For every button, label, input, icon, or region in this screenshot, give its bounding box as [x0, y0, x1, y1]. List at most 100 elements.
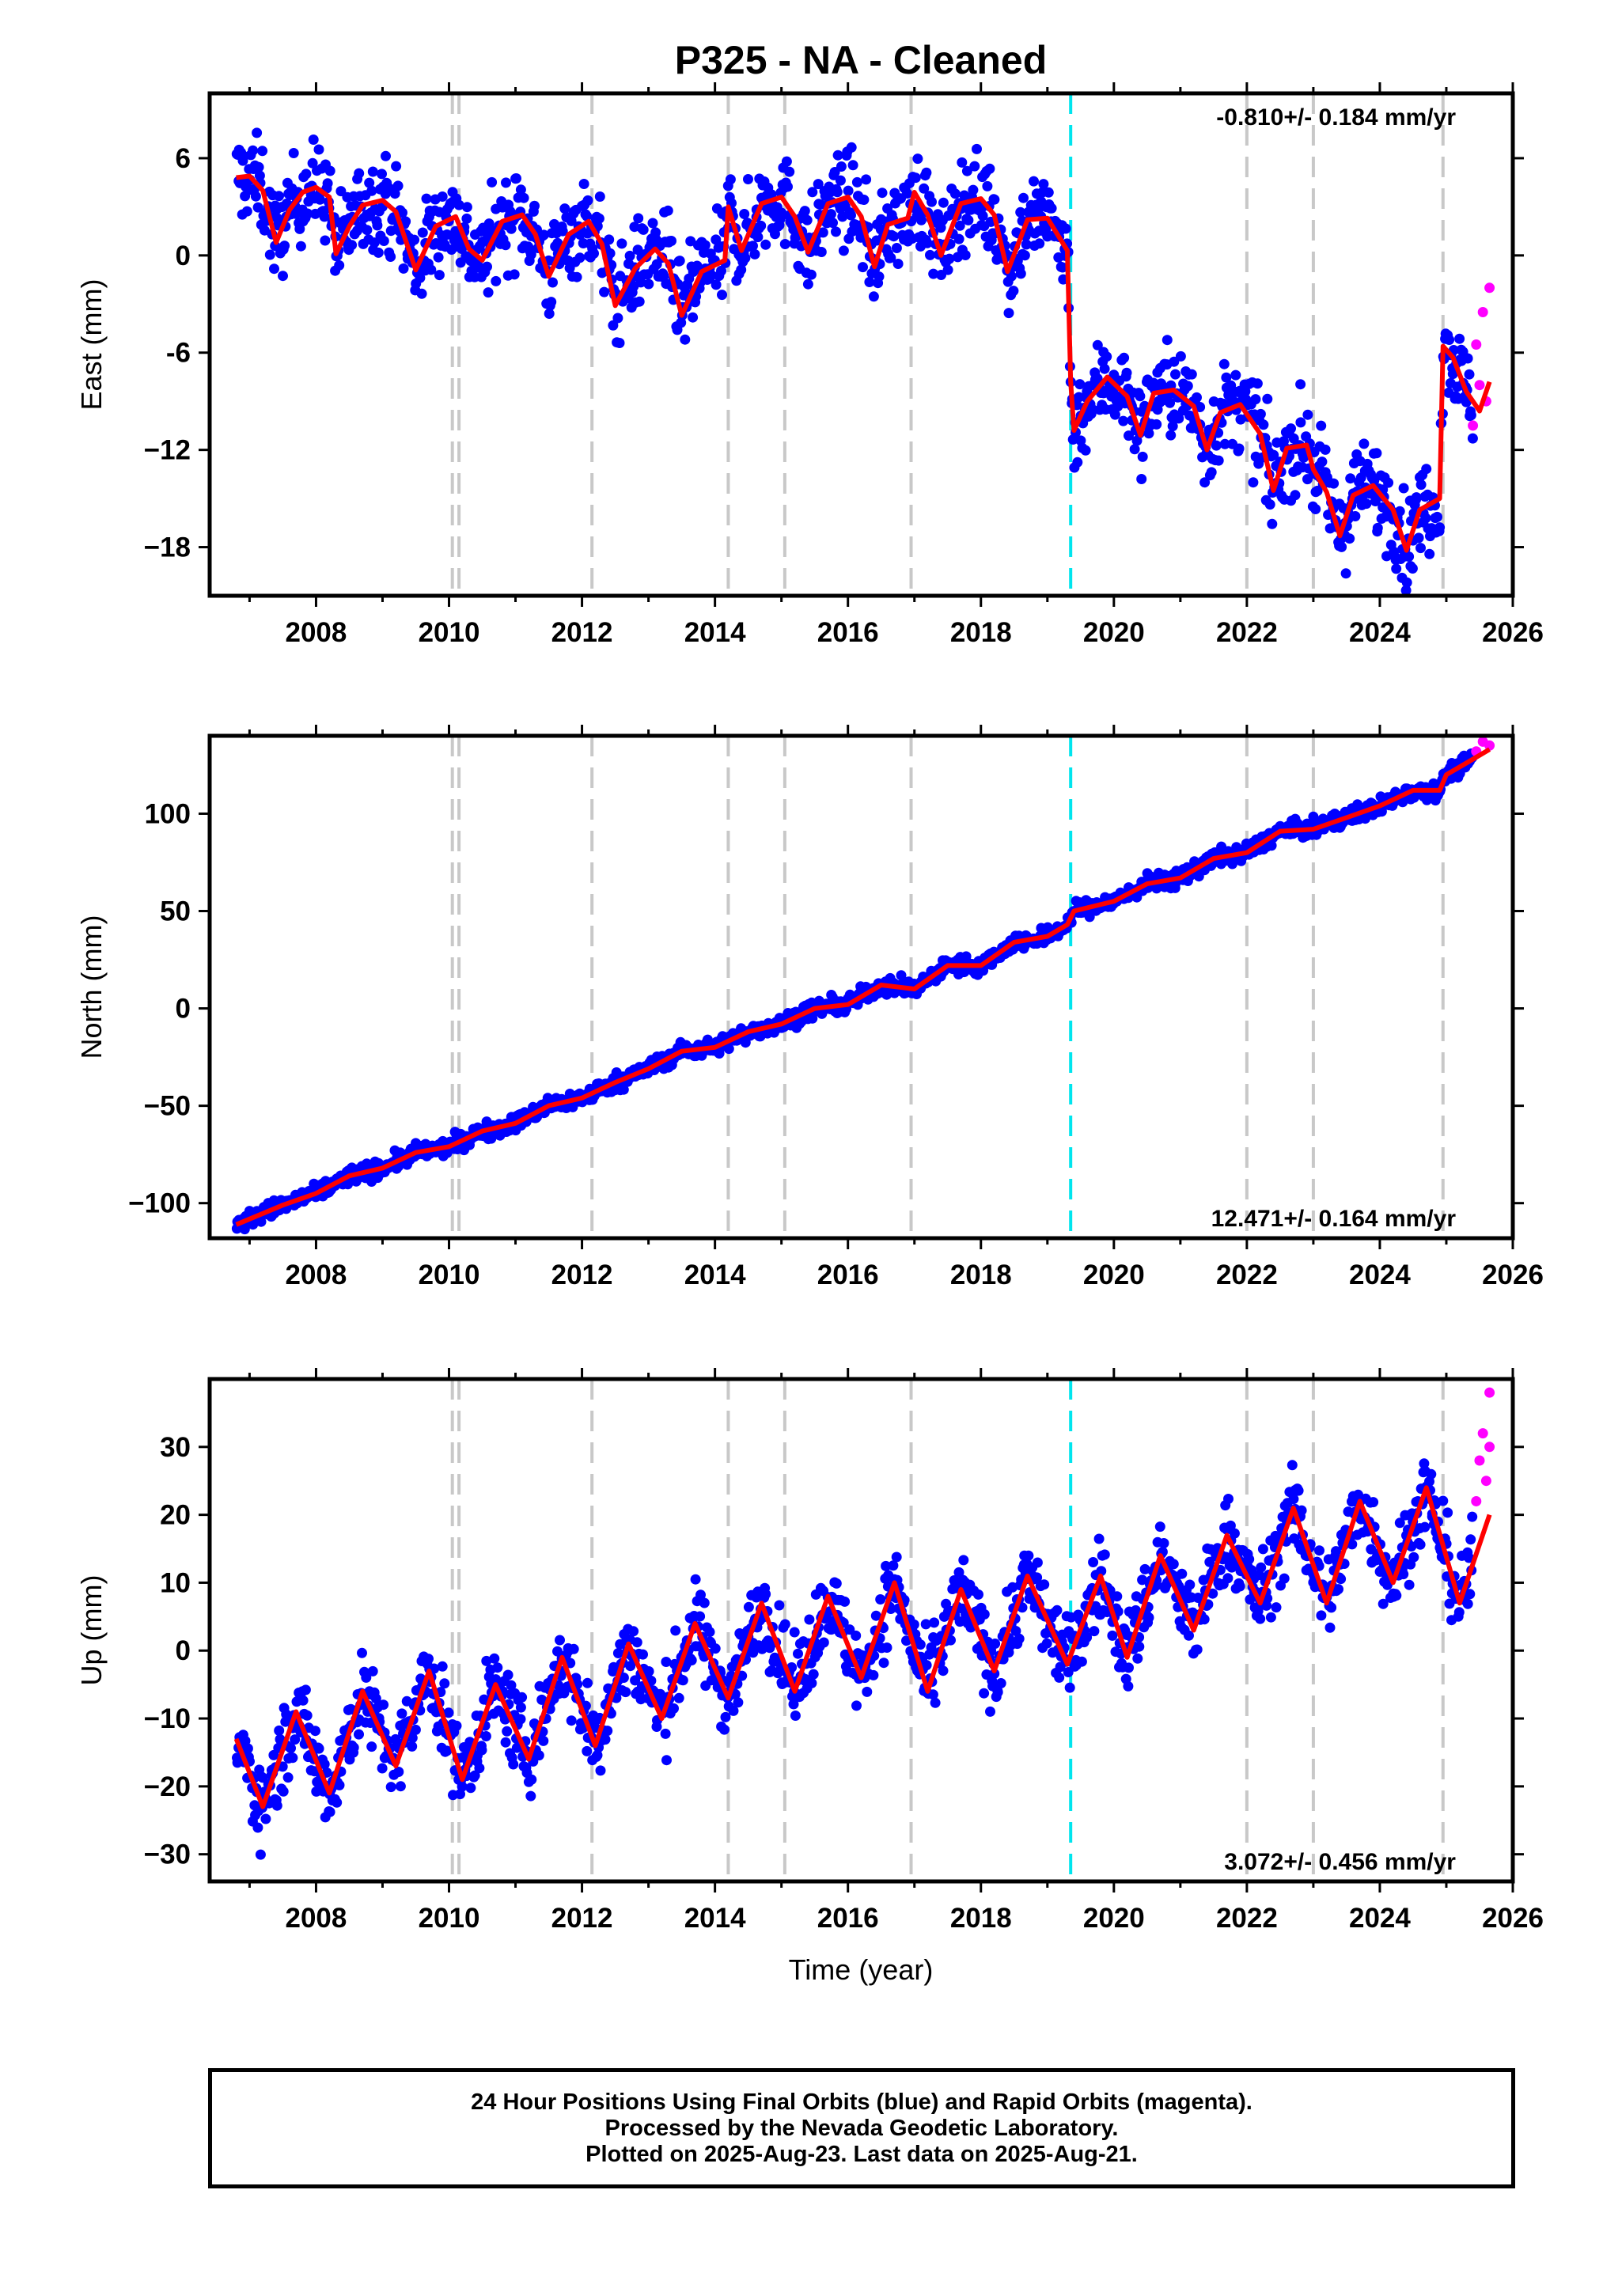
east-final-orbit-point — [1165, 430, 1177, 441]
up-rapid-orbit-point — [1480, 1476, 1491, 1487]
up-final-orbit-point — [1244, 1554, 1255, 1565]
east-final-orbit-point — [400, 216, 411, 227]
east-final-orbit-point — [843, 185, 854, 196]
up-final-orbit-point — [1378, 1598, 1389, 1609]
east-final-orbit-point — [851, 176, 862, 188]
east-final-orbit-point — [364, 177, 375, 188]
up-final-orbit-point — [643, 1666, 654, 1677]
east-final-orbit-point — [1290, 490, 1301, 501]
east-final-orbit-point — [779, 239, 790, 249]
east-final-orbit-point — [288, 148, 299, 158]
east-final-orbit-point — [633, 213, 644, 224]
east-x-tick-label: 2024 — [1349, 617, 1411, 648]
up-final-orbit-point — [252, 1822, 263, 1833]
up-final-orbit-point — [260, 1813, 271, 1824]
east-final-orbit-point — [1006, 271, 1017, 282]
east-final-orbit-point — [1424, 548, 1435, 559]
up-final-orbit-point — [1391, 1590, 1402, 1601]
up-final-orbit-point — [1255, 1613, 1266, 1624]
up-final-orbit-point — [851, 1700, 862, 1711]
east-final-orbit-point — [313, 144, 324, 155]
up-rate-label: 3.072+/- 0.456 mm/yr — [1224, 1849, 1456, 1875]
east-final-orbit-point — [927, 196, 937, 207]
up-final-orbit-point — [1442, 1507, 1453, 1518]
up-final-orbit-point — [690, 1574, 701, 1585]
up-final-orbit-point — [526, 1774, 537, 1785]
east-final-orbit-point — [1186, 369, 1197, 380]
east-final-orbit-point — [1109, 409, 1120, 420]
up-final-orbit-point — [525, 1790, 536, 1802]
up-final-orbit-point — [1107, 1630, 1118, 1641]
east-rate-label: -0.810+/- 0.184 mm/yr — [1216, 104, 1456, 131]
east-final-orbit-point — [647, 218, 658, 229]
east-final-orbit-point — [322, 178, 333, 189]
up-final-orbit-point — [502, 1726, 513, 1737]
east-final-orbit-point — [748, 241, 758, 252]
east-final-orbit-point — [415, 272, 426, 283]
up-final-orbit-point — [1184, 1630, 1194, 1641]
east-final-orbit-point — [1119, 352, 1130, 363]
up-final-orbit-point — [1296, 1505, 1307, 1516]
east-final-orbit-point — [1398, 483, 1409, 494]
up-final-orbit-point — [396, 1708, 407, 1719]
east-final-orbit-point — [279, 241, 290, 252]
up-final-orbit-point — [393, 1767, 404, 1777]
up-final-orbit-point — [410, 1724, 421, 1735]
up-x-tick-label: 2008 — [286, 1903, 347, 1934]
up-final-orbit-point — [1408, 1552, 1419, 1563]
east-final-orbit-point — [1391, 563, 1402, 574]
up-final-orbit-point — [287, 1752, 298, 1764]
east-x-tick-label: 2014 — [684, 617, 746, 648]
east-final-orbit-point — [366, 185, 377, 196]
east-x-tick-label: 2012 — [551, 617, 613, 648]
up-final-orbit-point — [439, 1678, 450, 1689]
up-final-orbit-point — [790, 1711, 801, 1721]
up-rapid-orbit-point — [1471, 1495, 1482, 1506]
east-final-orbit-point — [381, 150, 391, 161]
up-final-orbit-point — [1076, 1656, 1087, 1667]
up-final-orbit-point — [661, 1657, 672, 1667]
up-final-orbit-point — [992, 1687, 1003, 1698]
east-final-orbit-point — [1213, 455, 1224, 466]
up-x-tick-label: 2024 — [1349, 1903, 1411, 1934]
up-final-orbit-point — [839, 1596, 851, 1607]
up-final-orbit-point — [808, 1669, 819, 1680]
up-final-orbit-point — [500, 1737, 511, 1748]
up-final-orbit-point — [891, 1552, 902, 1563]
east-final-orbit-point — [241, 206, 252, 217]
up-final-orbit-point — [367, 1665, 378, 1677]
east-final-orbit-point — [483, 287, 494, 298]
north-final-orbit-point — [1308, 811, 1319, 822]
east-final-orbit-point — [1415, 479, 1427, 491]
up-final-orbit-point — [699, 1597, 710, 1608]
up-final-orbit-point — [1064, 1682, 1075, 1693]
up-final-orbit-point — [255, 1849, 266, 1860]
up-y-tick-label: 30 — [160, 1432, 191, 1463]
east-final-orbit-point — [1057, 262, 1068, 273]
up-final-orbit-point — [930, 1697, 941, 1708]
east-final-orbit-point — [635, 277, 646, 288]
east-final-orbit-point — [1206, 467, 1217, 478]
east-final-orbit-point — [892, 259, 904, 269]
east-plot-area — [231, 93, 1495, 596]
north-rate-label: 12.471+/- 0.164 mm/yr — [1211, 1206, 1457, 1232]
east-final-orbit-point — [802, 278, 813, 290]
east-final-orbit-point — [250, 191, 261, 202]
east-rapid-orbit-point — [1477, 307, 1488, 318]
up-final-orbit-point — [1326, 1602, 1337, 1613]
east-y-tick-label: -6 — [166, 338, 191, 369]
up-final-orbit-point — [407, 1741, 418, 1752]
east-final-orbit-point — [578, 179, 589, 189]
east-frame — [207, 91, 1515, 598]
up-final-orbit-point — [989, 1669, 1000, 1679]
east-final-orbit-point — [416, 288, 427, 299]
east-final-orbit-point — [961, 165, 972, 176]
up-final-orbit-point — [1265, 1612, 1276, 1623]
east-final-orbit-point — [739, 209, 750, 219]
up-final-orbit-point — [286, 1743, 296, 1754]
east-final-orbit-point — [944, 253, 955, 264]
east-final-orbit-point — [506, 223, 517, 234]
up-final-orbit-point — [806, 1677, 817, 1688]
east-final-orbit-point — [324, 165, 335, 176]
up-final-orbit-point — [1010, 1626, 1021, 1636]
